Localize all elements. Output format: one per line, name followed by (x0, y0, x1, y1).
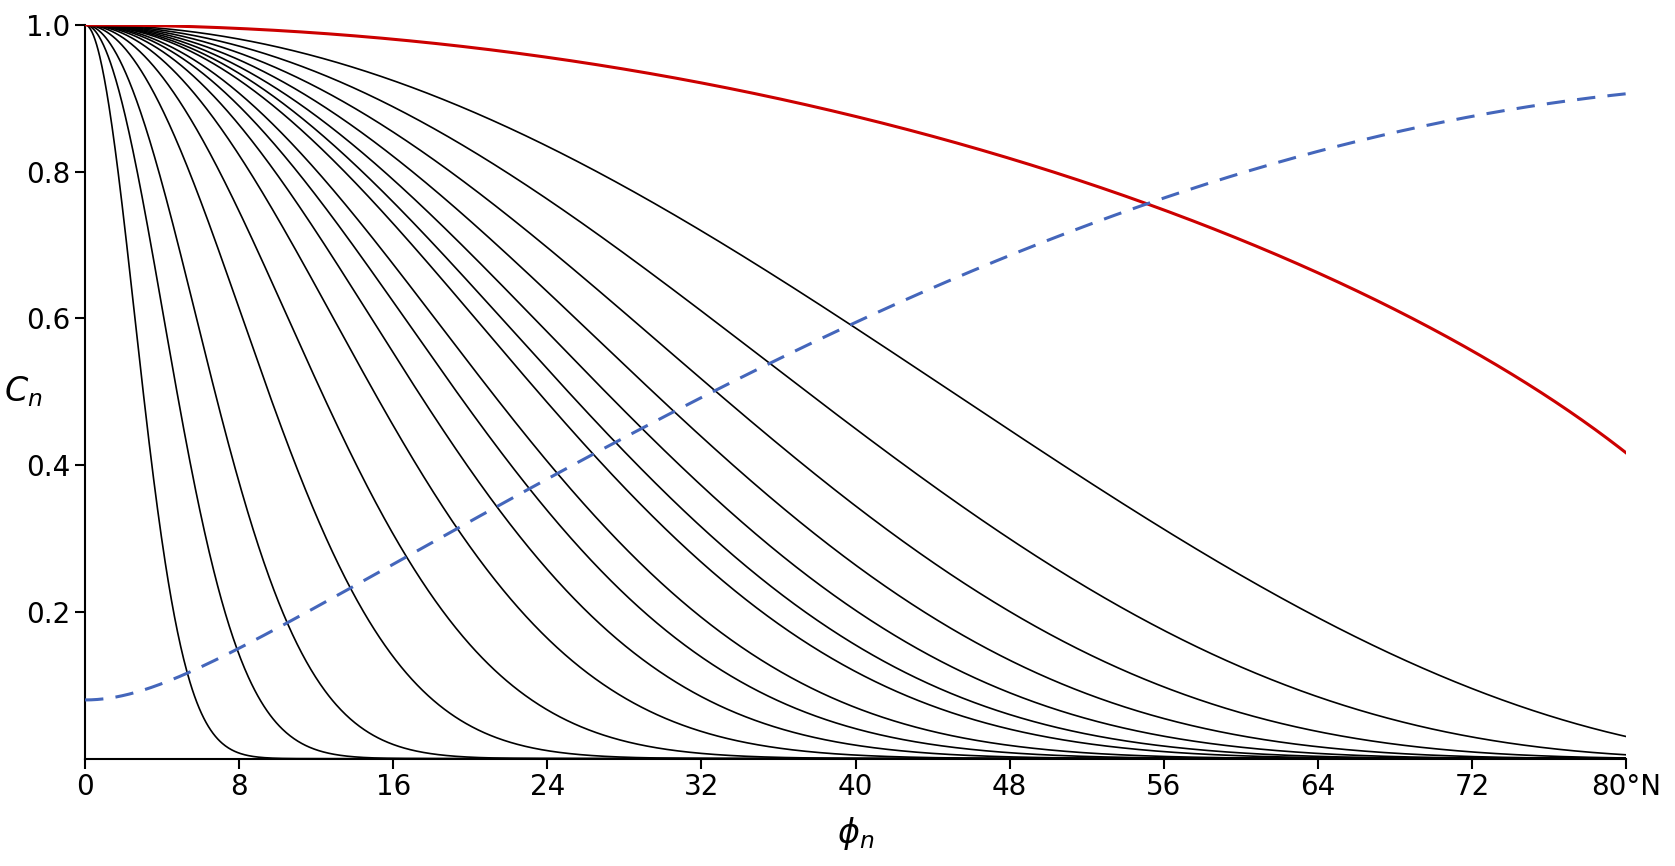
Y-axis label: $C_n$: $C_n$ (3, 374, 42, 409)
X-axis label: $\phi_n$: $\phi_n$ (838, 815, 874, 852)
